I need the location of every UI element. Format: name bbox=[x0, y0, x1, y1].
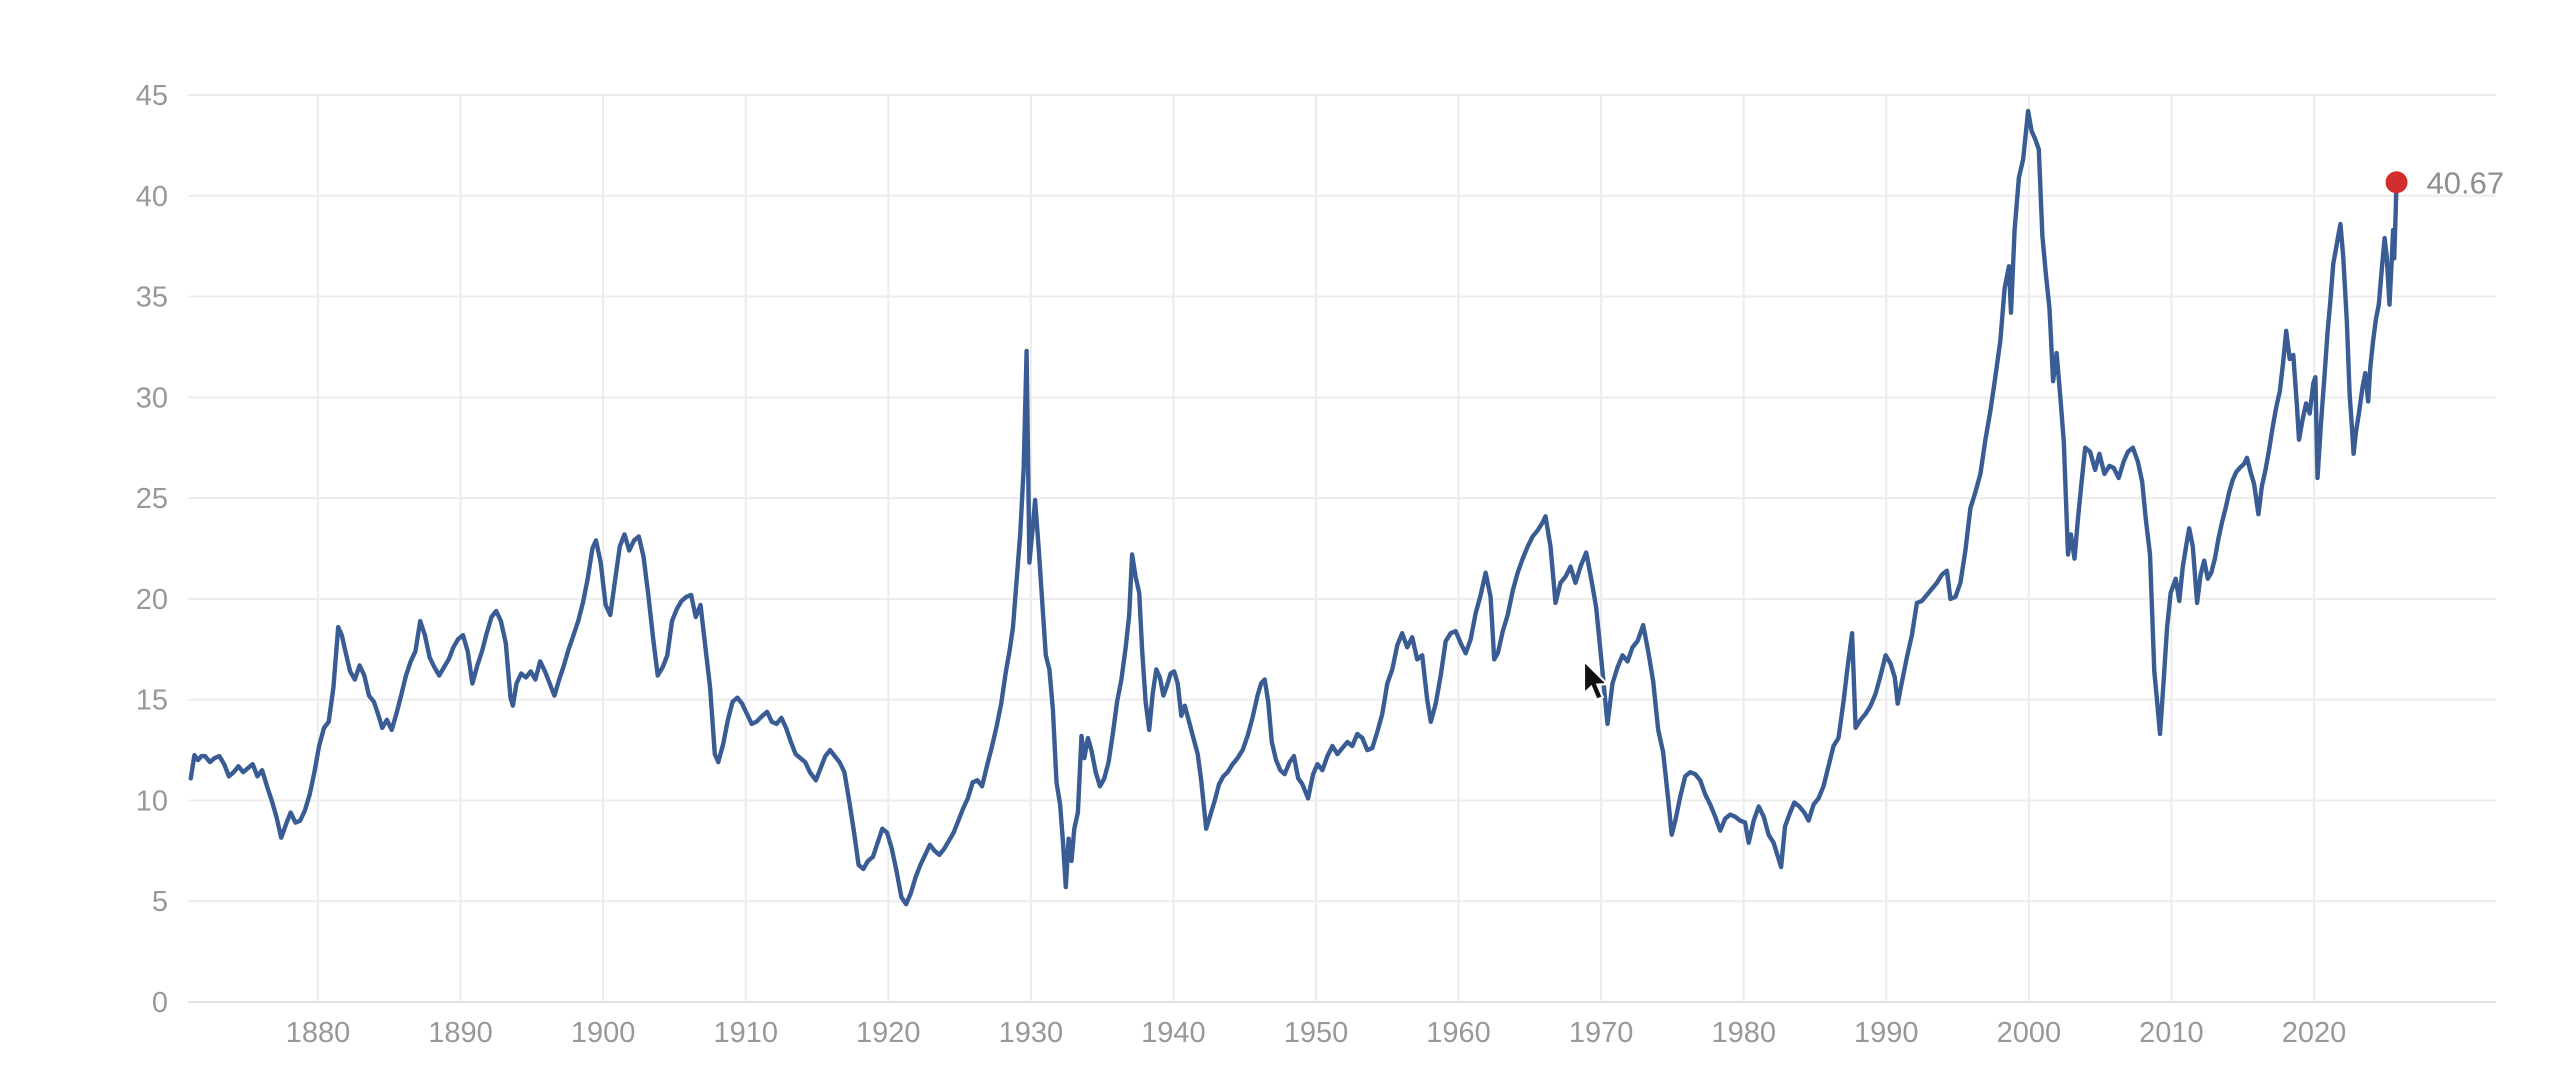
chart-plot-area[interactable] bbox=[188, 95, 2496, 1002]
range-button-10y[interactable]: 10Y bbox=[446, 0, 494, 6]
cape-ratio-line bbox=[188, 108, 2399, 907]
time-range-selector: 1Y 2Y 5Y 10Y 20Y 30Y All bbox=[0, 0, 900, 7]
y-axis-label-10: 10 bbox=[136, 785, 168, 817]
range-button-2y[interactable]: 2Y bbox=[268, 0, 301, 6]
x-axis-label-1940: 1940 bbox=[1141, 1017, 1206, 1049]
range-button-20y[interactable]: 20Y bbox=[544, 0, 592, 6]
x-axis-label-1900: 1900 bbox=[571, 1017, 636, 1049]
y-axis-label-30: 30 bbox=[136, 382, 168, 414]
range-button-5y[interactable]: 5Y bbox=[361, 0, 394, 6]
x-axis-label-1910: 1910 bbox=[713, 1017, 778, 1049]
y-axis-label-15: 15 bbox=[136, 685, 168, 717]
x-axis-label-1880: 1880 bbox=[286, 1017, 351, 1049]
y-axis-label-0: 0 bbox=[152, 987, 168, 1019]
range-button-all[interactable]: All bbox=[751, 0, 786, 6]
y-axis-label-40: 40 bbox=[136, 181, 168, 213]
x-axis-label-1890: 1890 bbox=[428, 1017, 493, 1049]
x-axis-label-1950: 1950 bbox=[1284, 1017, 1349, 1049]
y-axis-label-5: 5 bbox=[152, 886, 168, 918]
x-axis-label-1970: 1970 bbox=[1569, 1017, 1634, 1049]
x-axis-label-1920: 1920 bbox=[856, 1017, 921, 1049]
x-axis-label-2000: 2000 bbox=[1997, 1017, 2062, 1049]
x-axis-label-2010: 2010 bbox=[2139, 1017, 2204, 1049]
y-axis-label-20: 20 bbox=[136, 584, 168, 616]
x-axis-label-1980: 1980 bbox=[1711, 1017, 1776, 1049]
latest-point-marker bbox=[2385, 171, 2408, 194]
x-axis-label-1960: 1960 bbox=[1426, 1017, 1491, 1049]
y-axis-label-25: 25 bbox=[136, 483, 168, 515]
x-axis-label-2020: 2020 bbox=[2282, 1017, 2347, 1049]
x-axis-label-1990: 1990 bbox=[1854, 1017, 1919, 1049]
range-button-1y[interactable]: 1Y bbox=[173, 0, 206, 6]
latest-value-label: 40.67 bbox=[2427, 165, 2505, 200]
x-axis-label-1930: 1930 bbox=[999, 1017, 1064, 1049]
y-axis-label-35: 35 bbox=[136, 282, 168, 314]
range-button-30y[interactable]: 30Y bbox=[644, 0, 692, 6]
y-axis-label-45: 45 bbox=[136, 80, 168, 112]
